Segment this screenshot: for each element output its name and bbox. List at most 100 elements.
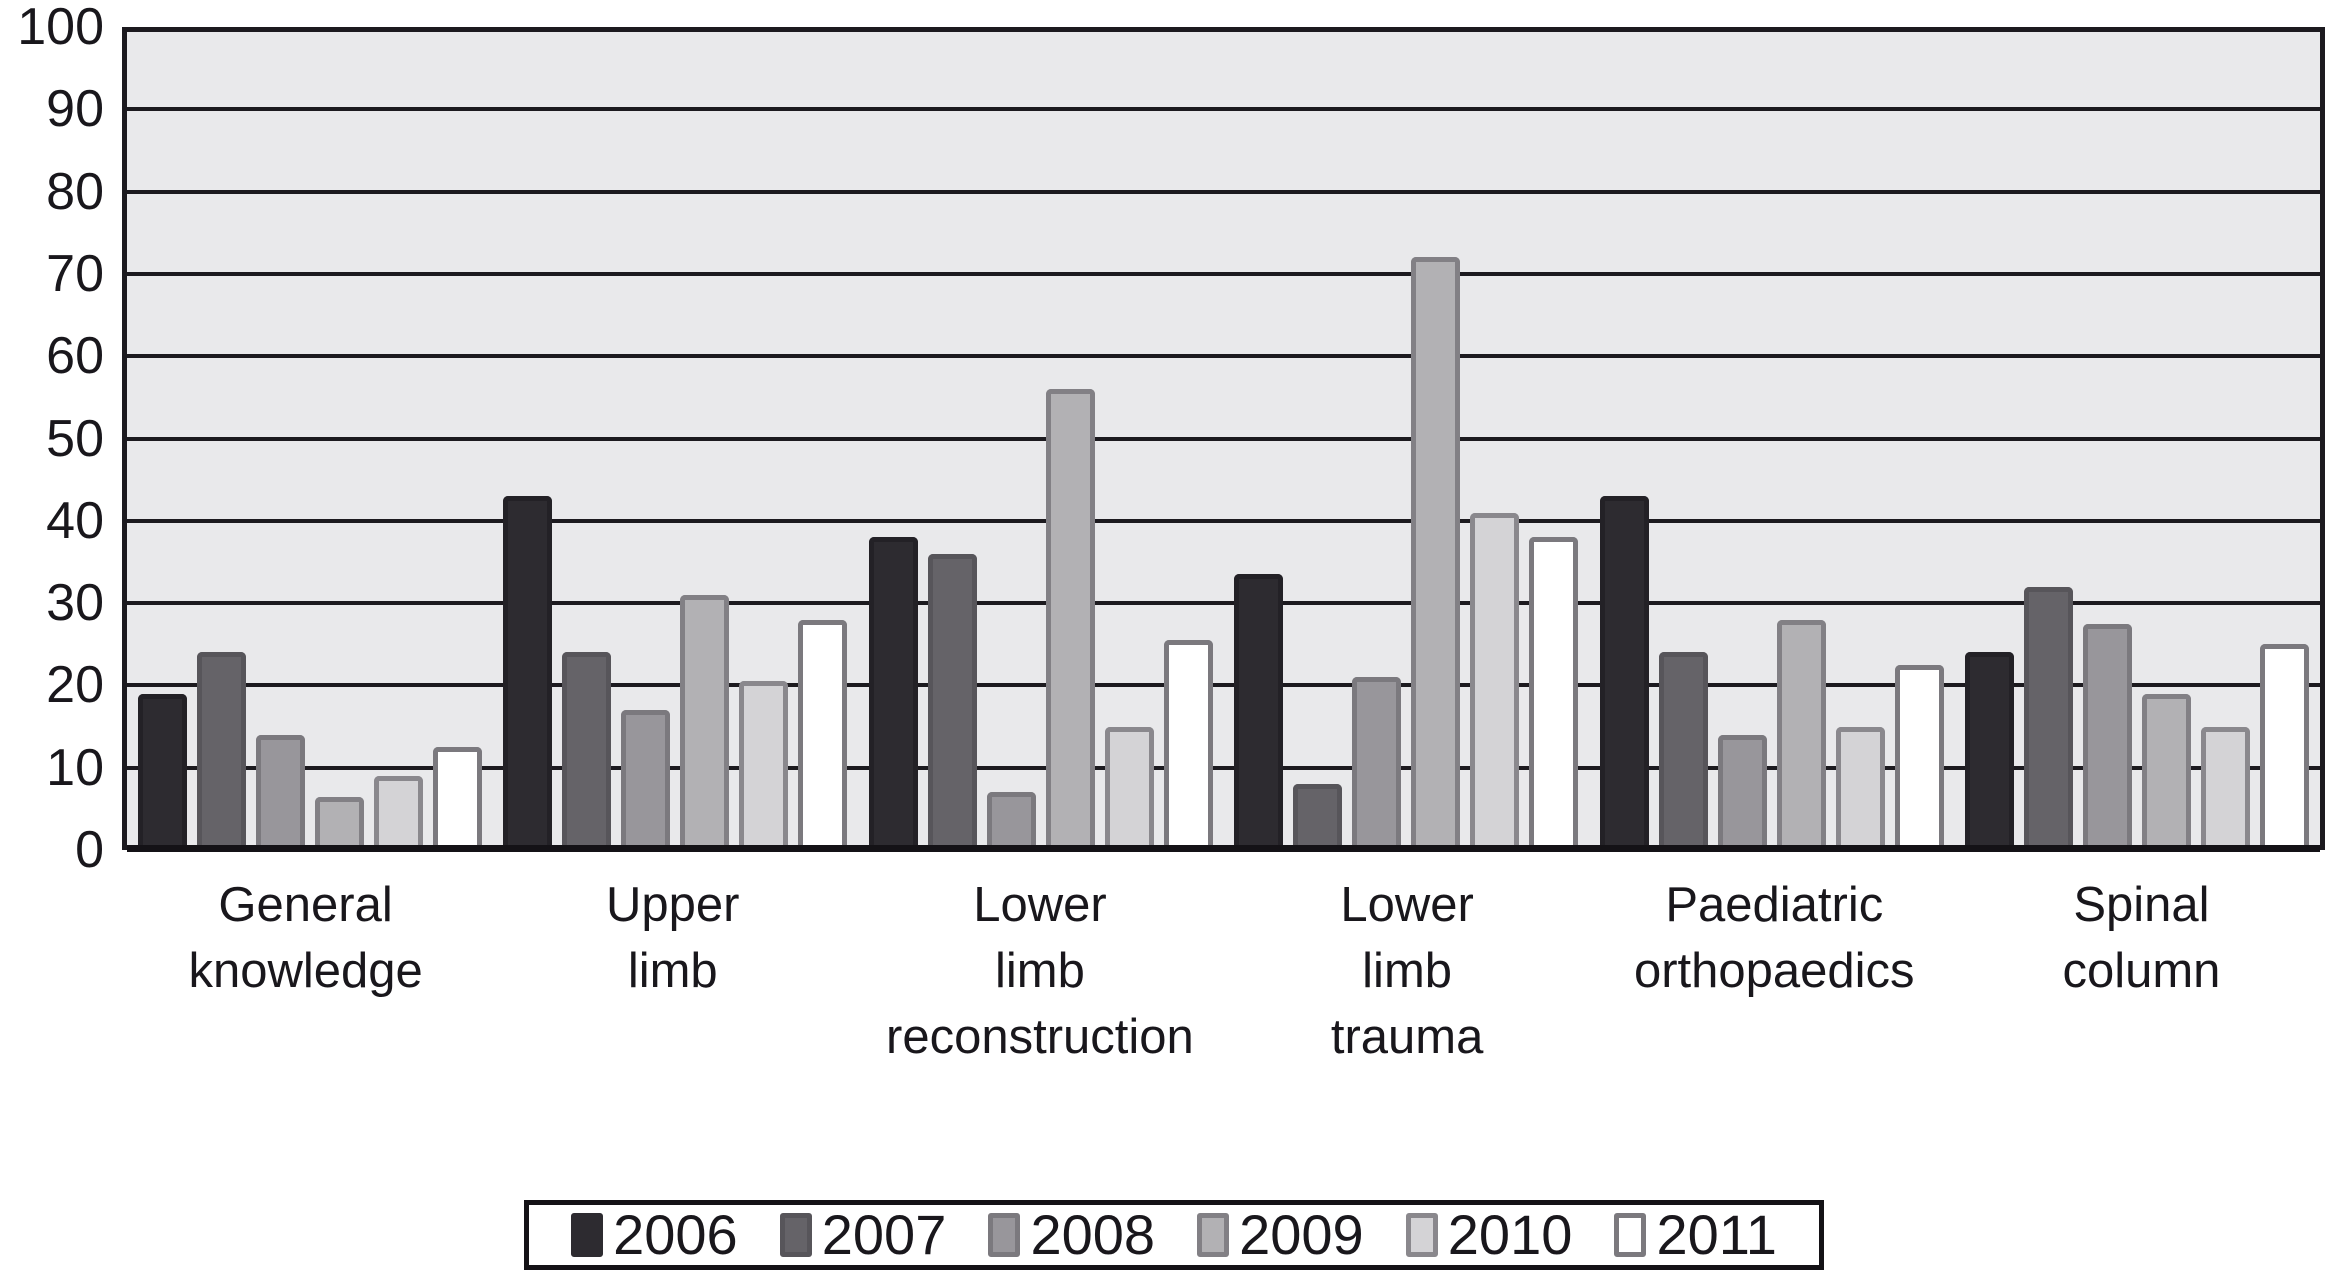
bar-2011-spinal-column: [2260, 644, 2310, 850]
legend-label-2010: 2010: [1447, 1203, 1573, 1266]
bar-2009-paediatric-orthopaedics: [1776, 620, 1826, 850]
gridline-10: [127, 765, 2320, 770]
legend-swatch-2010: [1405, 1213, 1438, 1257]
legend-label-2009: 2009: [1239, 1203, 1364, 1266]
bar-2009-lower-limb-trauma: [1411, 257, 1461, 850]
bar-2006-lower-limb-reconstruction: [868, 537, 918, 850]
y-tick-label-40: 40: [46, 491, 104, 550]
bar-2011-lower-limb-reconstruction: [1163, 640, 1213, 850]
x-axis-category-labels: General knowledge Upper limb Lower limb recons…: [122, 872, 2325, 1070]
legend-label-2008: 2008: [1030, 1203, 1156, 1266]
category-label-line: Lower: [973, 878, 1107, 932]
y-tick-label-50: 50: [46, 409, 104, 468]
category-label-line: knowledge: [188, 944, 423, 998]
y-tick-label-30: 30: [46, 574, 104, 633]
category-label-line: limb: [1362, 944, 1453, 998]
gridline-50: [127, 436, 2320, 441]
y-tick-label-70: 70: [46, 244, 104, 303]
bar-2007-paediatric-orthopaedics: [1658, 652, 1708, 850]
group-upper-limb: [493, 32, 859, 850]
bar-2007-upper-limb: [562, 652, 612, 850]
category-label-line: limb: [995, 944, 1085, 998]
category-label-line: General: [218, 878, 393, 932]
bar-2009-upper-limb: [680, 595, 730, 850]
category-label-line: Paediatric: [1665, 878, 1884, 932]
category-label-line: limb: [627, 944, 718, 998]
legend-swatch-2011: [1614, 1213, 1647, 1257]
bar-2006-upper-limb: [503, 496, 553, 850]
y-tick-label-10: 10: [46, 738, 104, 797]
category-label-general-knowledge: General knowledge: [122, 872, 489, 1070]
bar-2006-spinal-column: [1965, 652, 2015, 850]
group-lower-limb-reconstruction: [858, 32, 1224, 850]
category-label-line: Upper: [606, 878, 740, 932]
bar-2007-lower-limb-reconstruction: [927, 554, 977, 850]
category-label-lower-limb-reconstruction: Lower limb reconstruction: [856, 872, 1223, 1070]
legend-entry-2010: 2010: [1405, 1203, 1573, 1266]
gridline-90: [127, 107, 2320, 112]
legend-box: 2006 2007 2008 2009 2010 2011: [524, 1200, 1824, 1270]
bar-groups: [127, 32, 2320, 850]
group-general-knowledge: [127, 32, 493, 850]
legend-entry-2009: 2009: [1197, 1207, 1364, 1263]
gridline-30: [127, 601, 2320, 606]
bar-2009-lower-limb-reconstruction: [1045, 389, 1095, 850]
bar-2010-spinal-column: [2201, 727, 2251, 850]
legend-swatch-2009: [1197, 1213, 1230, 1257]
legend-label-2011: 2011: [1656, 1203, 1777, 1266]
category-label-upper-limb: Upper limb: [489, 872, 856, 1070]
bar-2010-general-knowledge: [373, 776, 423, 850]
bar-2006-lower-limb-trauma: [1234, 574, 1284, 850]
bar-2011-paediatric-orthopaedics: [1894, 665, 1944, 850]
bar-2006-general-knowledge: [137, 694, 187, 850]
category-label-lower-limb-trauma: Lower limb trauma: [1224, 872, 1591, 1070]
category-label-line: orthopaedics: [1633, 944, 1915, 998]
bar-2007-general-knowledge: [196, 652, 246, 850]
bar-2009-general-knowledge: [314, 797, 364, 850]
legend-swatch-2006: [571, 1213, 604, 1257]
gridline-20: [127, 683, 2320, 688]
y-tick-label-60: 60: [46, 327, 104, 386]
bar-2011-lower-limb-trauma: [1529, 537, 1579, 850]
gridline-60: [127, 354, 2320, 359]
bar-2010-upper-limb: [739, 681, 789, 850]
legend-label-2007: 2007: [821, 1203, 947, 1266]
group-paediatric-orthopaedics: [1589, 32, 1955, 850]
category-label-line: column: [2062, 944, 2221, 998]
legend-swatch-2008: [988, 1213, 1021, 1257]
bar-2011-upper-limb: [798, 620, 848, 850]
y-tick-label-100: 100: [17, 0, 104, 56]
bar-2008-lower-limb-reconstruction: [986, 792, 1036, 850]
plot-area: [122, 27, 2325, 852]
y-tick-label-0: 0: [75, 821, 104, 879]
bar-2008-upper-limb: [621, 710, 671, 850]
bar-2008-general-knowledge: [255, 735, 305, 850]
bar-2010-lower-limb-reconstruction: [1104, 727, 1154, 850]
category-label-paediatric-orthopaedics: Paediatric orthopaedics: [1591, 872, 1958, 1070]
category-label-line: trauma: [1330, 1010, 1484, 1064]
bar-2008-spinal-column: [2083, 624, 2133, 850]
category-label-line: reconstruction: [886, 1010, 1194, 1064]
category-label-line: Spinal: [2073, 878, 2210, 932]
legend-entry-2007: 2007: [779, 1203, 947, 1266]
group-lower-limb-trauma: [1224, 32, 1590, 850]
bar-2008-paediatric-orthopaedics: [1717, 735, 1767, 850]
bar-2009-spinal-column: [2142, 694, 2192, 850]
gridline-70: [127, 271, 2320, 276]
x-axis-baseline: [127, 845, 2320, 852]
bar-2006-paediatric-orthopaedics: [1599, 496, 1649, 850]
y-tick-label-80: 80: [46, 162, 104, 221]
bar-2010-lower-limb-trauma: [1470, 513, 1520, 850]
legend-entry-2008: 2008: [988, 1207, 1155, 1263]
group-spinal-column: [1955, 32, 2321, 850]
category-label-spinal-column: Spinal column: [1958, 872, 2325, 1070]
category-label-line: Lower: [1340, 878, 1474, 932]
y-tick-label-90: 90: [46, 80, 104, 139]
gridline-40: [127, 518, 2320, 523]
bar-2010-paediatric-orthopaedics: [1835, 727, 1885, 850]
bar-2007-spinal-column: [2024, 587, 2074, 850]
legend-swatch-2007: [779, 1213, 812, 1257]
y-tick-label-20: 20: [46, 656, 104, 715]
bar-2008-lower-limb-trauma: [1352, 677, 1402, 850]
